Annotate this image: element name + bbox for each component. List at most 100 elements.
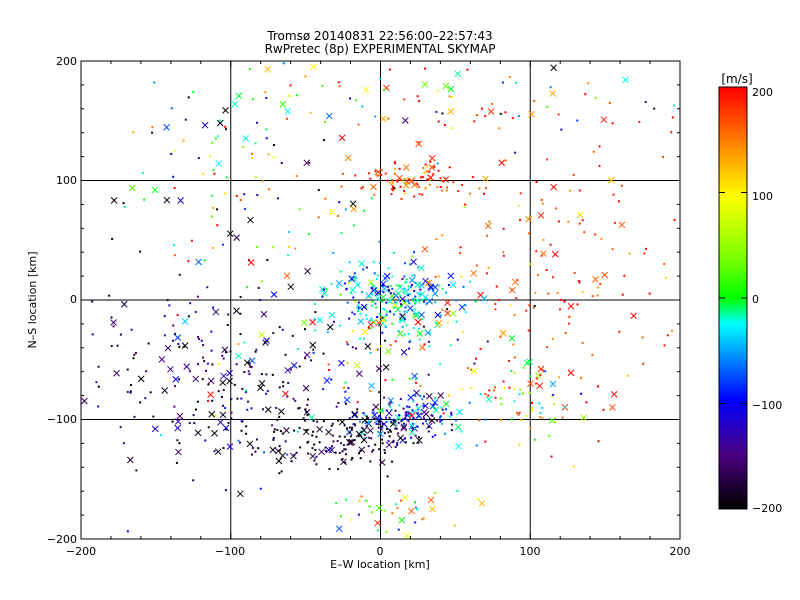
data-point-x (226, 230, 234, 238)
data-point-x (216, 119, 224, 127)
data-point-dot (407, 332, 410, 335)
data-point-x (283, 427, 290, 434)
data-point-dot (549, 86, 552, 89)
data-point-dot (339, 270, 342, 273)
data-point-dot (389, 344, 392, 347)
data-point-x (287, 283, 295, 291)
data-point-dot (539, 416, 542, 419)
data-point-dot (450, 95, 453, 98)
data-point-dot (222, 447, 225, 450)
data-point-dot (265, 137, 268, 140)
data-point-dot (386, 179, 389, 182)
data-point-dot (413, 501, 416, 504)
data-point-x (174, 418, 182, 425)
data-point-dot (288, 94, 291, 97)
data-point-dot (393, 306, 396, 309)
data-point-dot (227, 421, 230, 424)
data-point-dot (422, 517, 425, 520)
data-point-dot (361, 186, 364, 189)
data-point-dot (435, 238, 438, 241)
data-point-dot (267, 188, 270, 191)
data-point-x (399, 295, 406, 303)
data-point-dot (612, 193, 615, 196)
data-point-dot (500, 418, 503, 421)
data-point-x (338, 359, 345, 367)
data-point-dot (282, 385, 285, 388)
data-point-dot (381, 425, 384, 428)
data-point-dot (393, 313, 396, 316)
data-point-dot (350, 518, 353, 521)
data-point-dot (530, 407, 533, 410)
data-point-x (408, 422, 416, 430)
data-point-dot (365, 500, 368, 503)
data-point-dot (375, 277, 378, 280)
data-point-dot (246, 408, 249, 411)
data-point-dot (298, 208, 301, 211)
data-point-dot (221, 404, 224, 407)
data-point-dot (436, 89, 439, 92)
data-point-dot (547, 292, 550, 295)
data-point-dot (337, 214, 340, 217)
colorbar-unit-label: [m/s] (721, 72, 752, 86)
data-point-dot (400, 420, 403, 423)
data-point-dot (471, 175, 474, 178)
data-point-x (630, 312, 638, 320)
data-point-dot (529, 427, 532, 430)
data-point-dot (312, 351, 315, 354)
data-point-dot (340, 231, 343, 234)
data-point-dot (380, 417, 383, 420)
data-point-dot (256, 194, 259, 197)
data-point-x (386, 297, 394, 305)
data-point-dot (484, 392, 487, 395)
data-point-x (470, 269, 478, 277)
data-point-dot (133, 353, 136, 356)
data-point-dot (369, 177, 372, 180)
data-point-dot (266, 389, 269, 392)
data-point-x (536, 382, 543, 390)
data-point-dot (324, 197, 327, 200)
data-point-dot (309, 111, 312, 114)
data-point-dot (251, 152, 254, 155)
data-point-dot (418, 299, 421, 302)
data-point-dot (273, 430, 276, 433)
data-point-dot (371, 450, 374, 453)
data-point-x (283, 272, 291, 280)
data-point-dot (246, 286, 249, 289)
data-point-dot (401, 325, 404, 328)
data-point-dot (279, 430, 282, 433)
data-point-dot (381, 300, 384, 303)
data-point-dot (382, 88, 385, 91)
data-point-dot (389, 182, 392, 185)
data-point-dot (401, 277, 404, 280)
data-point-dot (376, 348, 379, 351)
data-point-dot (285, 117, 288, 120)
data-point-dot (398, 404, 401, 407)
data-point-dot (245, 425, 248, 428)
data-point-dot (372, 409, 375, 412)
data-point-dot (403, 190, 406, 193)
data-point-x (431, 290, 439, 297)
data-point-x (403, 532, 411, 539)
data-point-dot (417, 441, 420, 444)
data-point-x (308, 414, 316, 422)
data-point-dot (426, 165, 429, 168)
data-point-dot (581, 219, 584, 222)
data-point-dot (446, 321, 449, 324)
data-point-dot (284, 353, 287, 356)
data-point-dot (263, 451, 266, 454)
data-point-dot (360, 495, 363, 498)
data-point-dot (271, 373, 274, 376)
data-point-dot (438, 416, 441, 419)
data-point-x (478, 499, 486, 507)
data-point-dot (295, 175, 298, 178)
data-point-x (380, 316, 387, 324)
data-point-dot (448, 166, 451, 169)
data-point-dot (422, 166, 425, 169)
data-point-dot (552, 276, 555, 279)
data-point-x (233, 307, 240, 315)
data-point-x (413, 389, 420, 397)
data-point-dot (425, 297, 428, 300)
x-tick-label: 200 (670, 545, 691, 558)
data-point-x (201, 121, 209, 129)
data-point-dot (410, 274, 413, 277)
